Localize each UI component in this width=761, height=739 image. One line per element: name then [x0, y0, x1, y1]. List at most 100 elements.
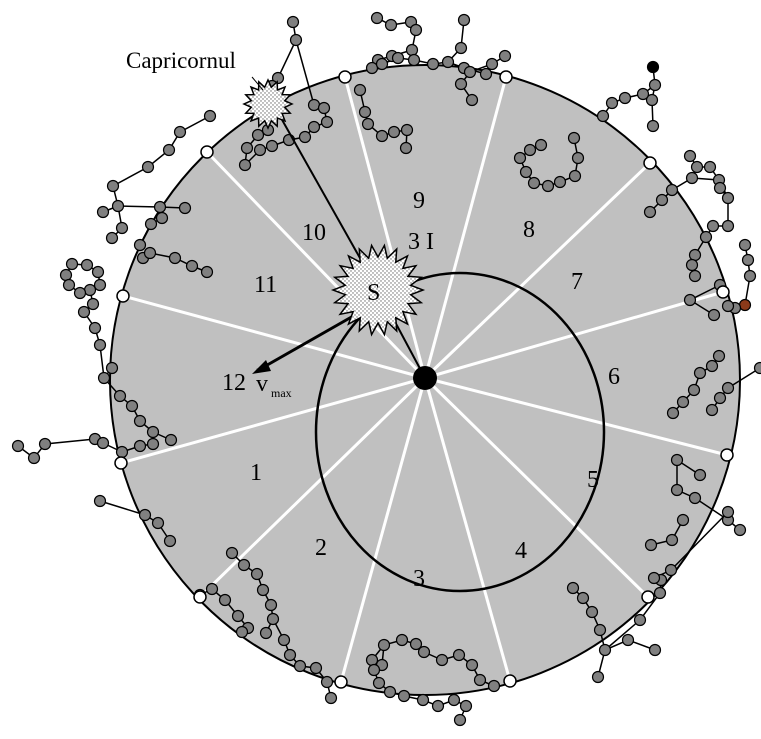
star-dot — [454, 41, 468, 55]
star-dot — [307, 98, 321, 112]
star-dot — [665, 183, 679, 197]
star-dot — [473, 673, 487, 687]
star-dot — [146, 425, 160, 439]
star-dot — [452, 648, 466, 662]
star-dot — [571, 151, 585, 165]
star-dot — [59, 268, 73, 282]
star-dot — [665, 533, 679, 547]
star-dot — [370, 11, 384, 25]
star-dot — [633, 613, 647, 627]
star-dot — [372, 676, 386, 690]
sector-label-1: 1 — [250, 460, 262, 486]
star-dot — [365, 61, 379, 75]
star-dot — [238, 158, 252, 172]
star-dot — [721, 191, 735, 205]
star-dot — [259, 626, 273, 640]
star-dot — [162, 143, 176, 157]
star-dot — [743, 269, 757, 283]
star-dot — [105, 231, 119, 245]
star-dot — [250, 567, 264, 581]
star-dot — [690, 160, 704, 174]
star-dot — [683, 293, 697, 307]
star-dot — [457, 13, 471, 27]
star-dot — [553, 175, 567, 189]
star-dot — [125, 399, 139, 413]
star-dot — [361, 117, 375, 131]
star-dot — [320, 115, 334, 129]
star-dot — [97, 371, 111, 385]
star-dot — [200, 265, 214, 279]
sector-divider — [198, 376, 427, 599]
sector-divider — [343, 76, 427, 379]
star-dot — [688, 491, 702, 505]
star-dot — [265, 139, 279, 153]
star-dot — [277, 633, 291, 647]
star-dot — [256, 583, 270, 597]
sector-divider — [423, 76, 508, 379]
star-dot — [298, 130, 312, 144]
star-dot — [164, 433, 178, 447]
star-dot — [353, 83, 367, 97]
star-dot — [643, 205, 657, 219]
star-dot — [636, 87, 650, 101]
star-dot — [88, 321, 102, 335]
star-dot — [309, 661, 323, 675]
star-dot — [409, 637, 423, 651]
star-dot — [65, 257, 79, 271]
star-dot — [666, 406, 680, 420]
star-dot — [96, 436, 110, 450]
constellation-label-pointer — [251, 76, 264, 91]
sun-burst — [330, 243, 426, 337]
constellation-stars — [11, 11, 761, 727]
star-dot — [687, 383, 701, 397]
star-dot — [416, 693, 430, 707]
star-dot — [653, 586, 667, 600]
star-dot — [391, 51, 405, 65]
star-dot — [598, 643, 612, 657]
star-dot — [133, 238, 147, 252]
star-dot — [289, 33, 303, 47]
star-dot — [568, 169, 582, 183]
sector-divider — [205, 150, 427, 380]
star-dot — [591, 670, 605, 684]
star-dot — [721, 219, 735, 233]
star-dot — [706, 219, 720, 233]
boundary-marker — [499, 70, 513, 84]
star-dot — [324, 691, 338, 705]
star-dot — [712, 349, 726, 363]
star-dot — [618, 91, 632, 105]
star-dot — [399, 141, 413, 155]
star-dot — [670, 453, 684, 467]
star-dot — [699, 230, 713, 244]
star-dot — [225, 546, 239, 560]
sector-divider — [339, 377, 427, 683]
star-dot — [113, 389, 127, 403]
star-dot — [168, 251, 182, 265]
star-dot — [541, 179, 555, 193]
star-dot — [435, 653, 449, 667]
star-dot — [534, 138, 548, 152]
sector-divider — [120, 376, 426, 465]
velocity-arrowhead — [252, 360, 271, 374]
constellation-chain — [519, 137, 579, 187]
star-dot — [465, 93, 479, 107]
boundary-marker — [641, 590, 655, 604]
star-dot — [676, 513, 690, 527]
star-dot — [664, 563, 678, 577]
boundary-marker — [503, 674, 517, 688]
star-dot — [648, 643, 662, 657]
star-dot — [138, 508, 152, 522]
boundary-marker — [116, 289, 130, 303]
star-dot — [647, 571, 661, 585]
star-dot — [688, 248, 702, 262]
star-dot — [155, 211, 169, 225]
star-dot — [407, 53, 421, 67]
constellation-chain — [604, 579, 662, 651]
boundary-marker — [200, 145, 214, 159]
star-dot — [395, 633, 409, 647]
star-dot — [397, 689, 411, 703]
star-dot — [115, 445, 129, 459]
star-dot — [479, 67, 493, 81]
star-dot — [146, 437, 160, 451]
star-dot — [264, 598, 278, 612]
